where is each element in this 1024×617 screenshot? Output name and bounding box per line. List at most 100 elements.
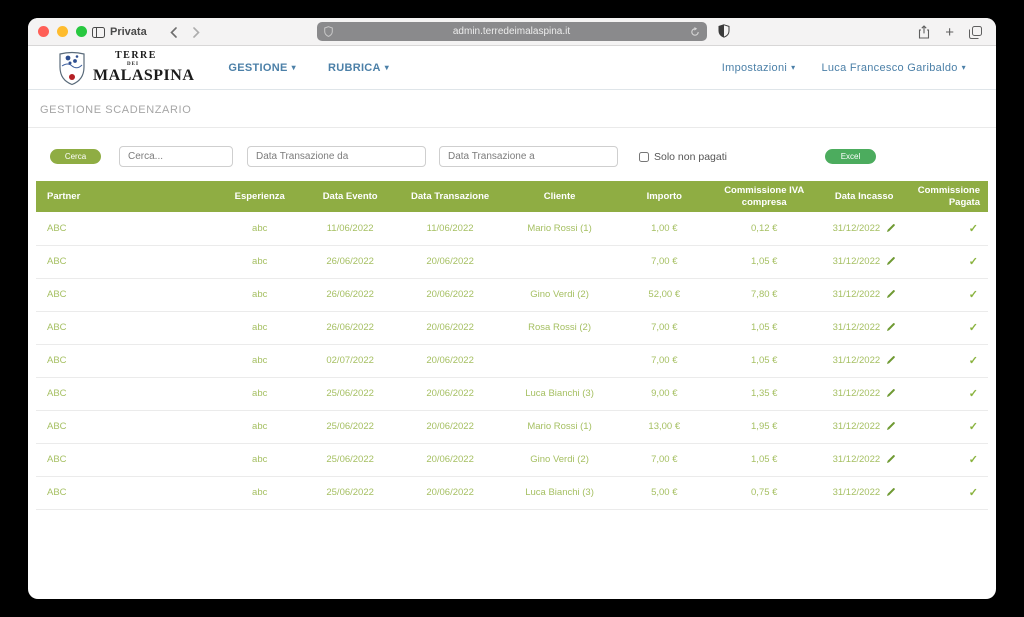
cell-importo: 7,00 € [616, 245, 712, 279]
edit-date-icon[interactable] [886, 421, 896, 431]
unpaid-only-label: Solo non pagati [654, 150, 727, 163]
cell-data-evento: 26/06/2022 [302, 278, 398, 312]
cell-commissione-pagata: ✓ [911, 278, 988, 312]
nav-rubrica[interactable]: RUBRICA ▾ [327, 61, 390, 74]
table-row: ABC abc 26/06/2022 20/06/2022 7,00 €1,05 € 31… [36, 245, 988, 279]
cell-cliente: Luca Bianchi (3) [502, 476, 617, 510]
date-from-input[interactable] [247, 146, 426, 167]
date-to-input[interactable] [439, 146, 618, 167]
cell-importo: 1,00 € [616, 212, 712, 246]
cell-data-incasso: 31/12/2022 [816, 344, 912, 378]
cell-esperienza: abc [216, 311, 303, 345]
cell-partner: ABC [36, 476, 217, 510]
cell-data-transazione: 20/06/2022 [397, 344, 503, 378]
paid-check-icon: ✓ [968, 289, 978, 301]
cell-partner: ABC [36, 377, 217, 411]
address-bar[interactable]: admin.terredeimalaspina.it [317, 22, 707, 41]
cell-partner: ABC [36, 410, 217, 444]
cell-commissione-iva: 1,05 € [711, 443, 817, 477]
nav-gestione[interactable]: GESTIONE ▾ [228, 61, 296, 74]
browser-titlebar: Privata admin.terredeimalaspina.it [28, 18, 996, 46]
col-header-data-transazione: Data Transazione [397, 181, 503, 212]
forward-button[interactable] [193, 26, 200, 38]
logo-text: TERRE DEI MALASPINA [93, 50, 195, 84]
cell-data-evento: 02/07/2022 [302, 344, 398, 378]
cell-data-transazione: 20/06/2022 [397, 377, 503, 411]
cell-cliente: Rosa Rossi (2) [502, 311, 617, 345]
minimize-window-button[interactable] [57, 26, 68, 37]
paid-check-icon: ✓ [968, 256, 978, 268]
cell-commissione-pagata: ✓ [911, 311, 988, 345]
data-incasso-value: 31/12/2022 [832, 454, 881, 465]
col-header-cliente: Cliente [502, 181, 617, 212]
close-window-button[interactable] [38, 26, 49, 37]
cell-data-evento: 26/06/2022 [302, 245, 398, 279]
table-header-row: Partner Esperienza Data Evento Data Tran… [36, 181, 988, 212]
edit-date-icon[interactable] [886, 388, 896, 398]
table-row: ABC abc 25/06/2022 20/06/2022 Mario Rossi (1… [36, 410, 988, 444]
cell-commissione-iva: 0,12 € [711, 212, 817, 246]
cell-commissione-pagata: ✓ [911, 443, 988, 477]
chevron-down-icon: ▾ [961, 63, 966, 72]
cell-data-evento: 25/06/2022 [302, 377, 398, 411]
excel-export-button[interactable]: Excel [825, 149, 876, 164]
back-button[interactable] [170, 26, 177, 38]
edit-date-icon[interactable] [886, 454, 896, 464]
site-logo[interactable]: TERRE DEI MALASPINA [58, 50, 194, 86]
cell-esperienza: abc [216, 344, 303, 378]
cell-cliente [502, 245, 617, 279]
cell-data-evento: 26/06/2022 [302, 311, 398, 345]
cell-esperienza: abc [216, 410, 303, 444]
cell-partner: ABC [36, 344, 217, 378]
private-mode-label: Privata [110, 26, 147, 38]
cell-importo: 7,00 € [616, 311, 712, 345]
cell-data-incasso: 31/12/2022 [816, 311, 912, 345]
cell-data-transazione: 20/06/2022 [397, 278, 503, 312]
cell-data-evento: 25/06/2022 [302, 443, 398, 477]
zoom-window-button[interactable] [76, 26, 87, 37]
cell-commissione-pagata: ✓ [911, 245, 988, 279]
search-button[interactable]: Cerca [50, 149, 101, 164]
data-incasso-value: 31/12/2022 [832, 222, 881, 234]
edit-date-icon[interactable] [886, 289, 896, 299]
privacy-report-shield-icon[interactable] [718, 24, 730, 38]
cell-data-incasso: 31/12/2022 [816, 212, 912, 246]
scadenzario-table: Partner Esperienza Data Evento Data Tran… [36, 181, 988, 510]
cell-data-incasso: 31/12/2022 [816, 278, 912, 312]
edit-date-icon[interactable] [886, 322, 896, 332]
paid-check-icon: ✓ [968, 487, 978, 499]
table-row: ABC abc 26/06/2022 20/06/2022 Gino Verdi (2)… [36, 278, 988, 312]
sidebar-icon[interactable] [92, 26, 105, 38]
cell-data-incasso: 31/12/2022 [816, 443, 912, 477]
cell-data-transazione: 20/06/2022 [397, 245, 503, 279]
new-tab-icon[interactable]: + [945, 23, 954, 41]
tab-overview-icon[interactable] [969, 25, 982, 39]
filter-bar: Cerca Solo non pagati Excel [28, 146, 996, 167]
reload-icon[interactable] [690, 26, 700, 37]
search-input[interactable] [119, 146, 233, 167]
table-row: ABC abc 11/06/2022 11/06/2022 Mario Rossi (1… [36, 212, 988, 246]
data-incasso-value: 31/12/2022 [832, 322, 881, 333]
user-menu[interactable]: Luca Francesco Garibaldo ▾ [821, 61, 966, 74]
edit-date-icon[interactable] [886, 355, 896, 365]
cell-data-incasso: 31/12/2022 [816, 245, 912, 279]
cell-esperienza: abc [216, 476, 303, 510]
cell-cliente: Gino Verdi (2) [502, 278, 617, 312]
unpaid-only-filter[interactable]: Solo non pagati [639, 151, 727, 163]
cell-partner: ABC [36, 311, 217, 345]
cell-commissione-iva: 1,95 € [711, 410, 817, 444]
edit-date-icon[interactable] [886, 487, 896, 497]
paid-check-icon: ✓ [968, 454, 978, 466]
cell-data-evento: 25/06/2022 [302, 476, 398, 510]
edit-date-icon[interactable] [886, 223, 896, 233]
paid-check-icon: ✓ [968, 222, 978, 235]
cell-cliente [502, 344, 617, 378]
cell-partner: ABC [36, 278, 217, 312]
edit-date-icon[interactable] [886, 256, 896, 266]
unpaid-only-checkbox[interactable] [639, 151, 649, 162]
cell-cliente: Mario Rossi (1) [502, 212, 617, 246]
page-title-bar: GESTIONE SCADENZARIO [28, 90, 996, 128]
share-icon[interactable] [918, 25, 930, 39]
cell-commissione-pagata: ✓ [911, 410, 988, 444]
nav-impostazioni[interactable]: Impostazioni ▾ [721, 61, 796, 74]
